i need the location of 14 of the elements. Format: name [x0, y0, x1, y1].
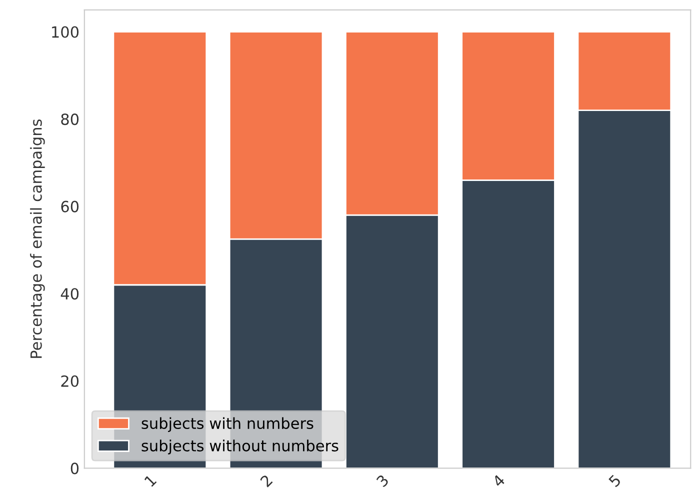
x-tick-label: 1 — [144, 474, 157, 487]
y-tick-label: 20 — [61, 375, 79, 387]
y-axis-title: Percentage of email campaigns — [30, 119, 45, 358]
y-tick-label: 100 — [52, 26, 79, 38]
y-tick-label: 0 — [70, 462, 79, 474]
x-tick-label: 2 — [260, 474, 273, 488]
legend-label: subjects without numbers — [142, 440, 338, 454]
y-tick-label: 60 — [61, 200, 79, 212]
x-tick-label: 3 — [376, 474, 390, 488]
y-tick-label: 40 — [60, 288, 79, 300]
x-tick-label: 4 — [492, 474, 506, 488]
y-tick-label: 80 — [61, 114, 79, 126]
x-tick-label: 5 — [608, 474, 622, 488]
legend-label: subjects with numbers — [142, 417, 314, 432]
